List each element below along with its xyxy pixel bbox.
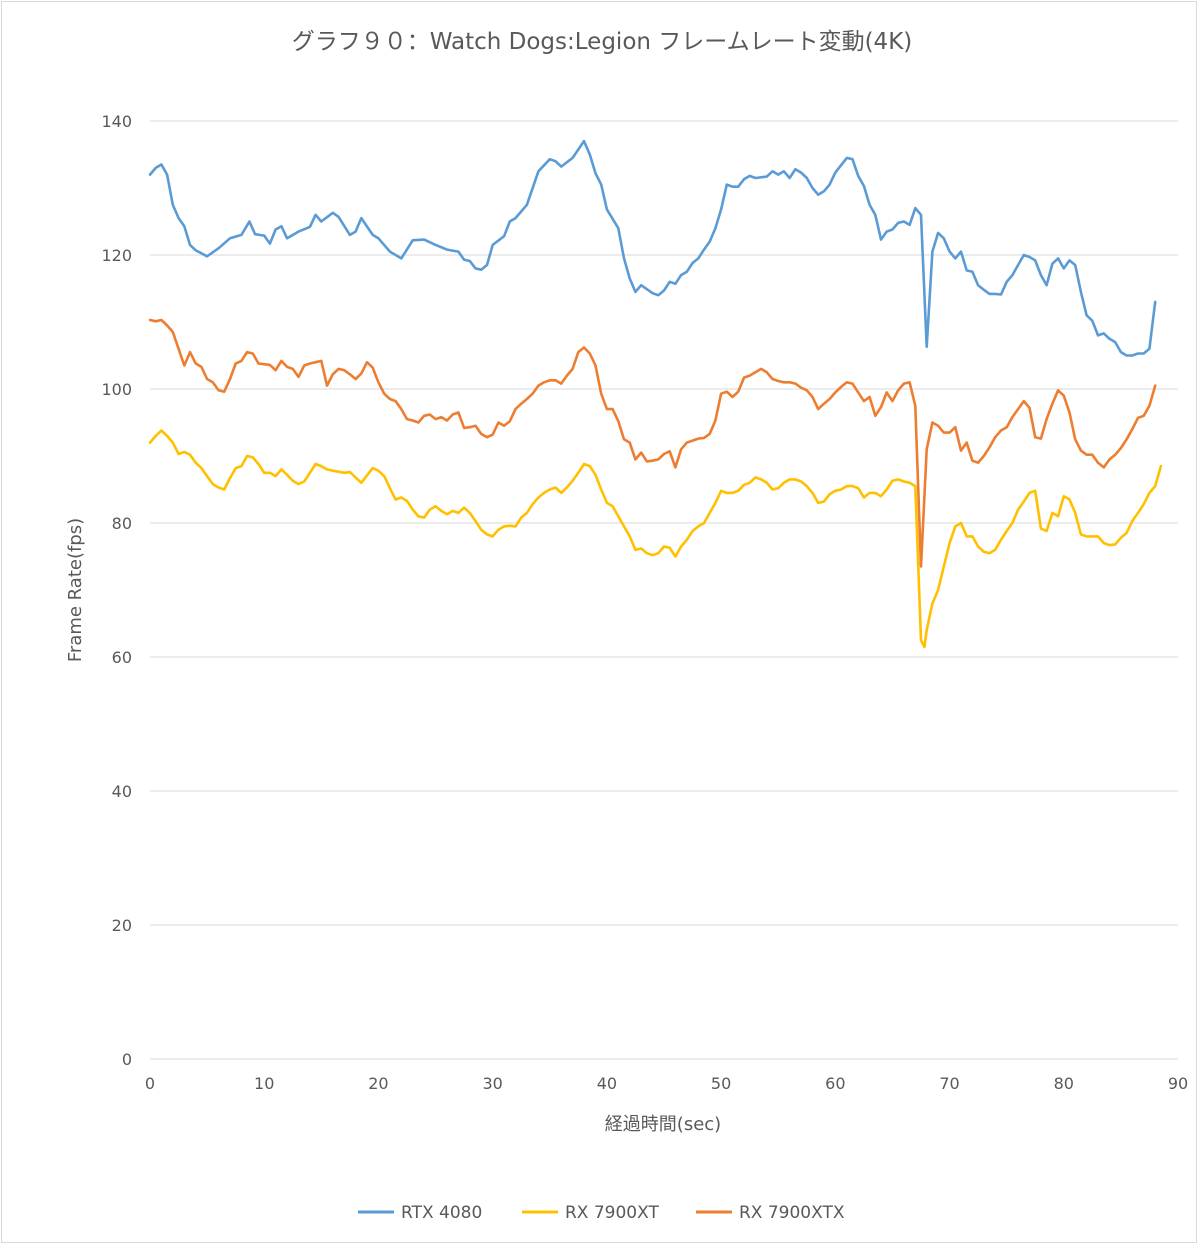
y-tick-label: 120 [101, 246, 132, 265]
x-tick-label: 60 [825, 1074, 845, 1093]
x-tick-label: 20 [368, 1074, 388, 1093]
series-line-rtx-4080 [148, 139, 1157, 357]
y-axis-ticks: 0 20 40 60 80 100 120 140 [101, 112, 132, 1069]
series-line-rx-7900xtx [148, 318, 1157, 568]
series-lines [148, 139, 1163, 649]
gridlines [150, 120, 1178, 1060]
chart-title: グラフ９０：Watch Dogs:Legion フレームレート変動(4K) [292, 29, 913, 55]
x-tick-label: 80 [1054, 1074, 1074, 1093]
x-tick-label: 50 [711, 1074, 731, 1093]
y-tick-label: 100 [101, 380, 132, 399]
y-tick-label: 140 [101, 112, 132, 131]
x-tick-label: 30 [482, 1074, 502, 1093]
x-tick-label: 90 [1168, 1074, 1188, 1093]
legend-label: RX 7900XTX [739, 1203, 845, 1223]
x-tick-label: 70 [939, 1074, 959, 1093]
y-tick-label: 0 [122, 1050, 132, 1069]
legend-label: RTX 4080 [401, 1203, 482, 1223]
y-tick-label: 80 [112, 514, 132, 533]
x-tick-label: 0 [145, 1074, 155, 1093]
y-axis-label: Frame Rate(fps) [65, 518, 86, 662]
series-line-rx-7900xt [148, 429, 1163, 649]
x-axis-label: 経過時間(sec) [605, 1114, 721, 1135]
y-tick-label: 60 [112, 648, 132, 667]
x-axis-ticks: 0 10 20 30 40 50 60 70 80 90 [145, 1074, 1188, 1093]
legend-label: RX 7900XT [565, 1203, 659, 1223]
y-tick-label: 20 [112, 916, 132, 935]
y-tick-label: 40 [112, 782, 132, 801]
legend: RTX 4080 RX 7900XT RX 7900XTX [358, 1203, 845, 1223]
x-tick-label: 40 [597, 1074, 617, 1093]
x-tick-label: 10 [254, 1074, 274, 1093]
